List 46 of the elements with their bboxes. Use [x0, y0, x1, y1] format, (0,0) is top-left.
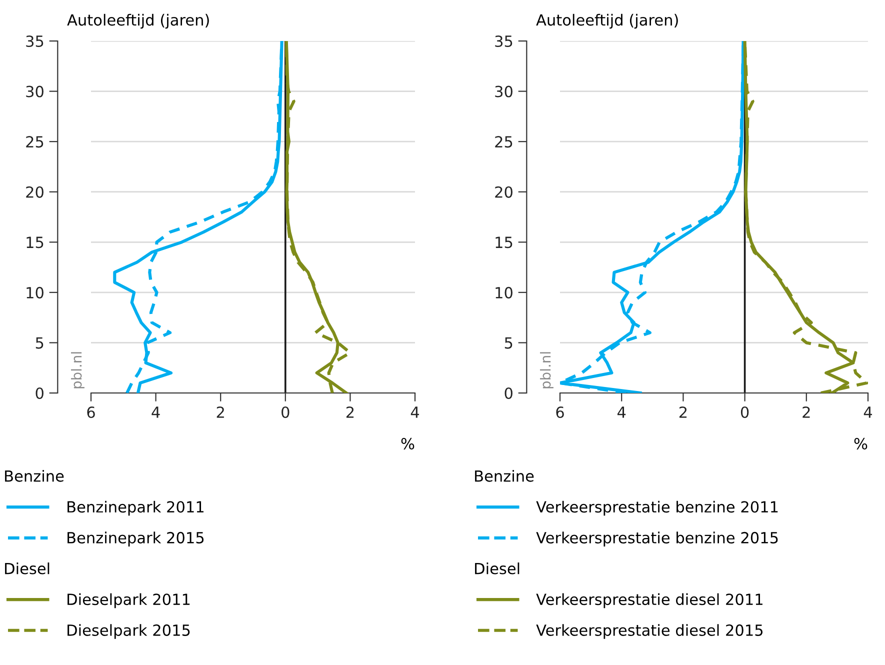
y-tick-label: 25: [495, 136, 512, 148]
x-tick-label: 6: [87, 406, 95, 418]
y-tick-label: 15: [26, 236, 44, 248]
legend-label: Verkeersprestatie benzine 2015: [536, 532, 778, 546]
y-tick-label: 35: [26, 35, 44, 48]
legend-label: Dieselpark 2015: [68, 624, 190, 639]
x-tick-label: 2: [802, 406, 810, 418]
x-tick-label: 6: [556, 406, 564, 418]
y-tick-label: 5: [36, 337, 44, 349]
text: Diesel: [475, 562, 520, 574]
y-tick-label: 20: [495, 186, 512, 198]
x-tick-label: 4: [152, 406, 160, 418]
y-tick-label: 30: [26, 86, 44, 98]
x-tick-label: 2: [679, 406, 687, 418]
x-tick-label: 2: [216, 406, 224, 418]
legend-label: Verkeersprestatie diesel 2015: [536, 624, 763, 639]
x-tick-label: 0: [740, 406, 749, 418]
y-tick-label: 0: [36, 387, 44, 400]
text: pbl.nl: [540, 352, 554, 388]
y-tick-label: 10: [496, 286, 512, 298]
y-tick-label: 5: [504, 337, 512, 349]
y-tick-label: 10: [26, 286, 44, 298]
y-tick-label: 35: [495, 35, 512, 48]
legend-label: Verkeersprestatie benzine 2011: [536, 500, 778, 516]
legend-label: Dieselpark 2011: [68, 593, 190, 608]
text: Benzine: [475, 470, 534, 482]
x-axis-title: %: [401, 438, 414, 450]
text: Benzine: [5, 470, 64, 482]
y-tick-label: 25: [26, 136, 44, 148]
y-tick-label: 0: [504, 387, 512, 400]
legend-label: Verkeersprestatie diesel 2011: [536, 593, 762, 608]
x-axis-title: %: [854, 438, 868, 450]
y-tick-label: 15: [496, 236, 512, 248]
x-tick-label: 4: [864, 406, 872, 418]
y-tick-label: 20: [26, 186, 44, 198]
y-axis-title: Autoleeftijd (jaren): [536, 14, 678, 29]
legend-label: Benzinepark 2015: [68, 532, 204, 546]
legend-label: Benzinepark 2011: [68, 500, 204, 516]
x-tick-label: 4: [410, 406, 420, 418]
text: pbl.nl: [71, 352, 84, 388]
y-axis-title: Autoleeftijd (jaren): [67, 14, 209, 29]
y-tick-label: 30: [495, 86, 512, 98]
x-tick-label: 0: [282, 406, 290, 418]
text: Diesel: [5, 562, 50, 574]
x-tick-label: 2: [346, 406, 354, 418]
x-tick-label: 4: [617, 406, 626, 418]
